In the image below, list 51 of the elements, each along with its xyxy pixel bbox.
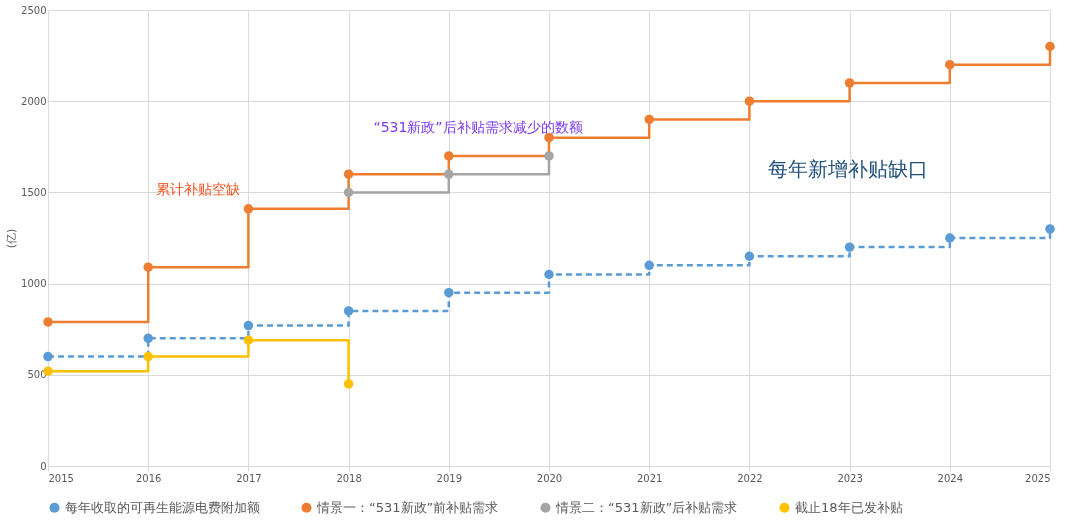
point xyxy=(444,287,454,298)
x-tick-label: 2021 xyxy=(636,472,663,484)
point xyxy=(343,169,354,179)
point xyxy=(243,320,254,331)
point xyxy=(43,351,53,362)
point xyxy=(945,233,955,243)
point xyxy=(844,242,855,252)
y-tick-label: 2500 xyxy=(21,4,47,16)
x-tick-label: 2020 xyxy=(536,472,563,484)
point xyxy=(343,187,354,198)
point xyxy=(143,262,153,272)
x-tick-label: 2015 xyxy=(48,472,74,484)
x-tick-label: 2017 xyxy=(236,472,262,484)
point xyxy=(444,151,454,161)
annotation: “531新政”后补贴需求减少的数额 xyxy=(373,119,583,135)
point xyxy=(744,251,755,261)
point xyxy=(444,169,454,179)
y-tick-label: 2000 xyxy=(21,95,47,107)
point xyxy=(844,78,855,88)
point xyxy=(243,335,254,345)
point xyxy=(744,96,755,106)
point xyxy=(343,306,354,316)
point xyxy=(945,59,955,70)
x-tick-label: 2024 xyxy=(937,472,964,484)
point xyxy=(644,260,654,271)
x-tick-label: 2019 xyxy=(436,472,463,484)
legend-label: 情景一：“531新政”前补贴需求 xyxy=(316,499,499,515)
point xyxy=(544,151,554,161)
point xyxy=(1045,224,1055,234)
y-tick-label: 1500 xyxy=(21,186,47,198)
y-tick-label: 0 xyxy=(40,460,47,472)
point xyxy=(243,204,254,214)
x-tick-label: 2022 xyxy=(737,472,763,484)
x-tick-label: 2018 xyxy=(336,472,362,484)
y-axis-title: (亿) xyxy=(5,228,19,249)
legend-label: 情景二：“531新政”后补贴需求 xyxy=(555,499,738,515)
point xyxy=(143,351,153,362)
annotation: 累计补贴空缺 xyxy=(156,181,240,197)
annotation: 每年新增补贴缺口 xyxy=(768,157,928,181)
point xyxy=(544,269,554,280)
point xyxy=(343,379,354,389)
x-tick-label: 2023 xyxy=(837,472,863,484)
y-tick-label: 1000 xyxy=(21,278,47,290)
legend-label: 截止18年已发补贴 xyxy=(795,499,903,515)
legend-label: 每年收取的可再生能源电费附加额 xyxy=(65,499,260,515)
point xyxy=(143,333,153,344)
point xyxy=(644,114,654,125)
point xyxy=(43,317,53,327)
point xyxy=(1045,41,1055,52)
x-tick-label: 2025 xyxy=(1025,472,1051,484)
x-tick-label: 2016 xyxy=(135,472,162,484)
